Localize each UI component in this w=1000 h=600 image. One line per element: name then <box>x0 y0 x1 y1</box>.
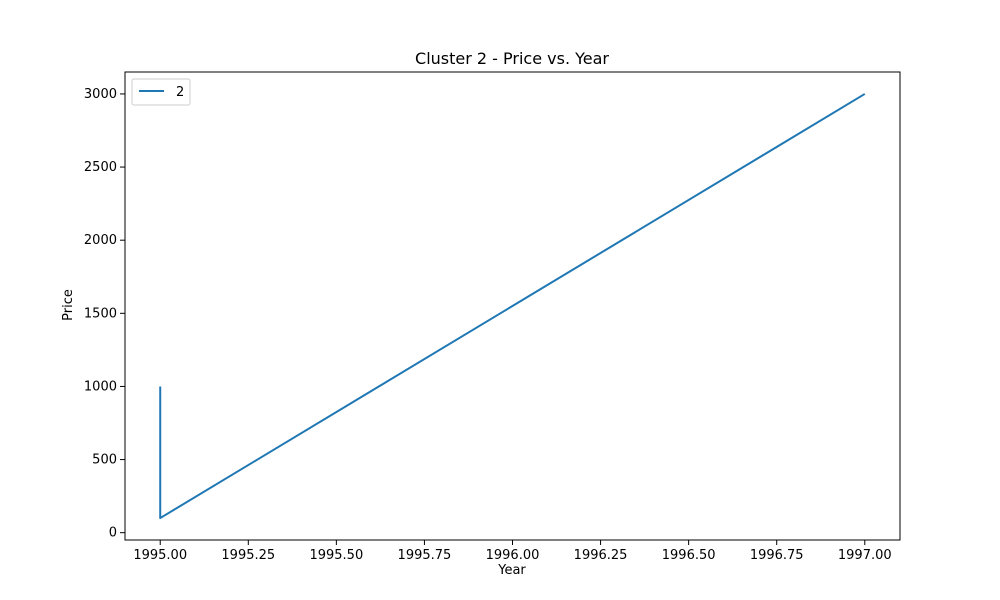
y-tick-label: 2500 <box>84 160 117 175</box>
x-axis-ticks: 1995.00 1995.25 1995.50 1995.75 1996.00 1996.… <box>133 540 892 563</box>
y-tick-label: 3000 <box>84 87 117 102</box>
y-tick-label: 2000 <box>84 233 117 248</box>
legend: 2 <box>131 78 191 106</box>
x-tick-label: 1996.00 <box>486 548 540 563</box>
x-tick-label: 1995.25 <box>221 548 275 563</box>
y-axis-label: Price <box>61 289 76 321</box>
y-tick-label: 1500 <box>84 306 117 321</box>
series-line-2 <box>159 93 866 520</box>
series-layer <box>159 93 866 520</box>
y-tick-label: 500 <box>92 453 117 468</box>
x-tick-label: 1996.75 <box>750 548 804 563</box>
y-tick-label: 0 <box>109 526 117 541</box>
x-tick-label: 1997.00 <box>838 548 892 563</box>
x-tick-label: 1995.00 <box>133 548 187 563</box>
y-tick-label: 1000 <box>84 379 117 394</box>
x-tick-label: 1995.50 <box>309 548 363 563</box>
legend-label-series-2: 2 <box>176 85 184 100</box>
x-tick-label: 1996.25 <box>574 548 628 563</box>
x-tick-label: 1996.50 <box>662 548 716 563</box>
x-tick-label: 1995.75 <box>398 548 452 563</box>
chart-title: Cluster 2 - Price vs. Year <box>415 49 609 68</box>
x-axis-label: Year <box>497 563 526 578</box>
y-axis-ticks: 0 500 1000 1500 2000 2500 3000 <box>84 87 125 541</box>
